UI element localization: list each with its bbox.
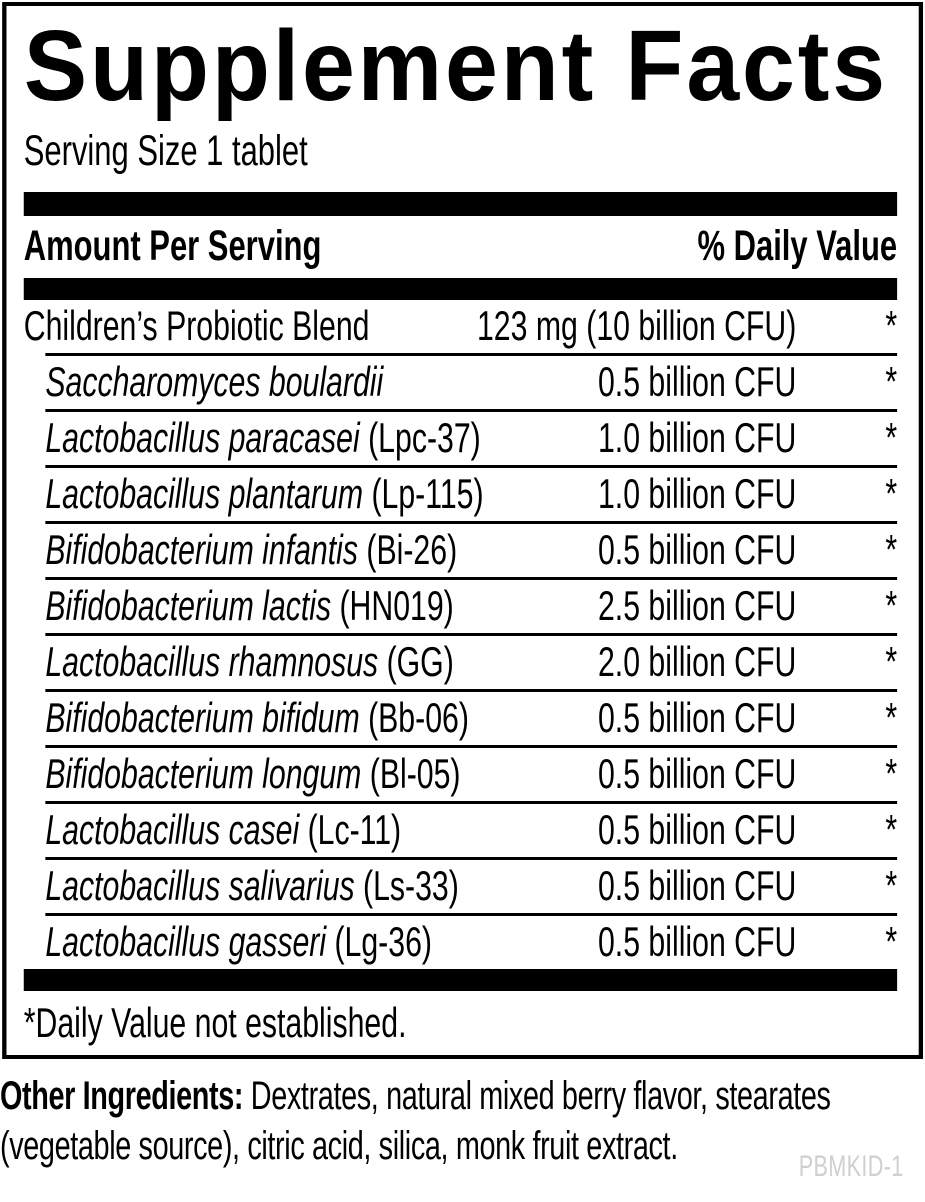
row-divider xyxy=(45,464,898,468)
ingredient-amount: 0.5 billion CFU xyxy=(597,358,797,406)
other-ingredients-line1: Dextrates, natural mixed berry flavor, s… xyxy=(250,1073,831,1118)
ingredient-strain: (GG) xyxy=(386,638,454,686)
facts-panel: Supplement Facts Serving Size 1 tablet A… xyxy=(2,2,924,1059)
other-ingredients-label: Other Ingredients: xyxy=(0,1073,244,1118)
daily-value-cell: * xyxy=(885,861,898,909)
ingredient-amount: 0.5 billion CFU xyxy=(597,806,797,854)
row-divider xyxy=(45,352,898,356)
daily-value-cell: * xyxy=(885,413,898,461)
daily-value-cell: * xyxy=(885,693,898,741)
ingredient-name: Bifidobacterium infantis (Bi-26) xyxy=(45,526,458,574)
ingredient-strain: (Lp-115) xyxy=(371,470,484,518)
row-divider xyxy=(45,520,898,524)
ingredient-amount: 0.5 billion CFU xyxy=(597,918,797,966)
amount-per-serving-header: Amount Per Serving xyxy=(23,222,322,271)
ingredient-amount: 1.0 billion CFU xyxy=(597,414,797,462)
ingredient-name: Saccharomyces boulardii xyxy=(45,358,384,406)
row-divider xyxy=(45,576,898,580)
daily-value-cell: * xyxy=(885,525,898,573)
ingredient-amount: 2.5 billion CFU xyxy=(597,582,797,630)
daily-value-cell: * xyxy=(885,301,898,349)
ingredient-name: Bifidobacterium lactis (HN019) xyxy=(45,582,454,630)
daily-value-cell: * xyxy=(885,357,898,405)
table-row: Children’s Probiotic Blend 123 mg (10 bil… xyxy=(24,300,897,353)
ingredient-name: Lactobacillus paracasei (Lpc-37) xyxy=(45,414,481,462)
ingredient-amount: 1.0 billion CFU xyxy=(597,470,797,518)
table-row: Saccharomyces boulardii 0.5 billion CFU * xyxy=(24,356,897,409)
row-divider xyxy=(45,632,898,636)
table-row: Lactobacillus casei (Lc-11) 0.5 billion C… xyxy=(24,804,897,857)
daily-value-cell: * xyxy=(885,637,898,685)
ingredient-strain: (Lc-11) xyxy=(307,806,402,854)
table-row: Lactobacillus paracasei (Lpc-37) 1.0 bill… xyxy=(24,412,897,465)
row-divider xyxy=(45,912,898,916)
ingredient-name: Lactobacillus rhamnosus (GG) xyxy=(45,638,454,686)
ingredient-amount: 0.5 billion CFU xyxy=(597,526,797,574)
row-divider xyxy=(45,856,898,860)
ingredient-strain: (Bi-26) xyxy=(366,526,458,574)
ingredient-strain: (HN019) xyxy=(339,582,454,630)
ingredient-strain: (Bb-06) xyxy=(368,694,469,742)
table-row: Lactobacillus rhamnosus (GG) 2.0 billion … xyxy=(24,636,897,689)
ingredient-amount: 0.5 billion CFU xyxy=(597,694,797,742)
serving-size: Serving Size 1 tablet xyxy=(23,127,308,175)
daily-value-header: % Daily Value xyxy=(697,222,898,271)
table-row: Bifidobacterium infantis (Bi-26) 0.5 bill… xyxy=(24,524,897,577)
table-row: Bifidobacterium bifidum (Bb-06) 0.5 billi… xyxy=(24,692,897,745)
table-row: Bifidobacterium longum (Bl-05) 0.5 billio… xyxy=(24,748,897,801)
row-divider xyxy=(45,744,898,748)
ingredient-name: Lactobacillus gasseri (Lg-36) xyxy=(45,918,432,966)
ingredient-name: Bifidobacterium bifidum (Bb-06) xyxy=(45,694,469,742)
other-ingredients-line2: (vegetable source), citric acid, silica,… xyxy=(0,1123,678,1168)
ingredient-name: Lactobacillus plantarum (Lp-115) xyxy=(45,470,484,518)
page-title: Supplement Facts xyxy=(23,10,888,122)
row-divider xyxy=(45,688,898,692)
product-code: PBMKID-1 xyxy=(798,1150,904,1183)
ingredient-amount: 2.0 billion CFU xyxy=(597,638,797,686)
section-bar-top xyxy=(23,191,898,216)
daily-value-footnote: *Daily Value not established. xyxy=(23,998,407,1046)
daily-value-cell: * xyxy=(885,749,898,797)
ingredient-name: Bifidobacterium longum (Bl-05) xyxy=(45,750,461,798)
row-divider xyxy=(45,800,898,804)
daily-value-cell: * xyxy=(885,581,898,629)
table-row: Bifidobacterium lactis (HN019) 2.5 billio… xyxy=(24,580,897,633)
ingredient-amount: 123 mg (10 billion CFU) xyxy=(476,302,797,350)
ingredient-amount: 0.5 billion CFU xyxy=(597,750,797,798)
table-row: Lactobacillus gasseri (Lg-36) 0.5 billion… xyxy=(24,916,897,969)
ingredient-name: Children’s Probiotic Blend xyxy=(23,302,370,350)
ingredient-strain: (Bl-05) xyxy=(369,750,461,798)
title-container: Supplement Facts xyxy=(24,16,897,118)
daily-value-cell: * xyxy=(885,917,898,965)
daily-value-cell: * xyxy=(885,469,898,517)
ingredient-amount: 0.5 billion CFU xyxy=(597,862,797,910)
table-header-row: Amount Per Serving % Daily Value xyxy=(24,216,897,278)
ingredient-strain: (Lpc-37) xyxy=(368,414,481,462)
ingredient-rows: Children’s Probiotic Blend 123 mg (10 bil… xyxy=(24,300,898,969)
other-ingredients: Other Ingredients: Dextrates, natural mi… xyxy=(0,1071,925,1171)
ingredient-name: Lactobacillus casei (Lc-11) xyxy=(45,806,402,854)
table-row: Lactobacillus salivarius (Ls-33) 0.5 bill… xyxy=(24,860,897,913)
ingredient-name: Lactobacillus salivarius (Ls-33) xyxy=(45,862,459,910)
ingredient-strain: (Ls-33) xyxy=(363,862,459,910)
daily-value-cell: * xyxy=(885,805,898,853)
row-divider xyxy=(45,408,898,412)
table-row: Lactobacillus plantarum (Lp-115) 1.0 bill… xyxy=(24,468,897,521)
section-bar-header xyxy=(23,277,898,300)
ingredient-strain: (Lg-36) xyxy=(334,918,432,966)
section-bar-bottom xyxy=(23,968,898,991)
